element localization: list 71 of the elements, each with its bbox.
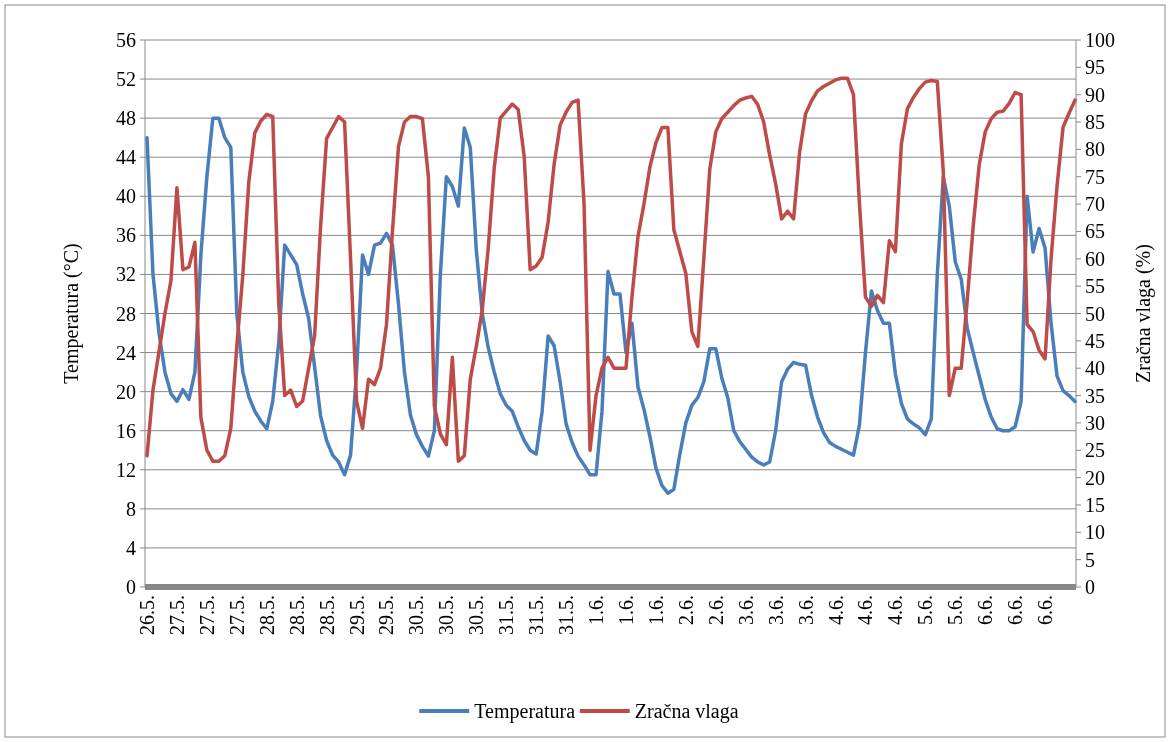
y2-tick-label: 70 xyxy=(1085,193,1105,216)
x-tick-label: 28.5. xyxy=(285,595,308,635)
y-tick-label: 0 xyxy=(126,576,136,598)
x-tick-label: 28.5. xyxy=(315,595,338,635)
x-tick-label: 4.6. xyxy=(854,595,877,625)
y2-tick-label: 55 xyxy=(1085,275,1105,298)
y2-tick-label: 95 xyxy=(1085,56,1105,79)
y2-tick-label: 85 xyxy=(1085,111,1105,134)
y-tick-label: 24 xyxy=(116,341,136,364)
y2-tick-label: 65 xyxy=(1085,220,1105,243)
x-tick-label: 27.5. xyxy=(225,595,248,635)
y2-tick-label: 35 xyxy=(1085,384,1105,407)
y-axis-title: Temperatura (°C) xyxy=(60,243,83,384)
y2-tick-label: 30 xyxy=(1085,411,1105,434)
y-tick-label: 40 xyxy=(116,185,136,208)
y-tick-label: 4 xyxy=(126,536,136,559)
y2-tick-label: 20 xyxy=(1085,466,1105,489)
x-tick-label: 1.6. xyxy=(585,595,608,625)
y2-tick-label: 100 xyxy=(1085,29,1115,51)
x-tick-label: 27.5. xyxy=(195,595,218,635)
y2-tick-label: 80 xyxy=(1085,138,1105,161)
y-tick-label: 8 xyxy=(126,497,136,520)
x-tick-label: 1.6. xyxy=(644,595,667,625)
legend-label: Temperatura xyxy=(474,700,576,723)
y-tick-label: 28 xyxy=(116,302,136,325)
x-tick-label: 6.6. xyxy=(1034,595,1057,625)
x-tick-label: 3.6. xyxy=(764,595,787,625)
x-tick-label: 5.6. xyxy=(944,595,967,625)
x-tick-label: 30.5. xyxy=(435,595,458,635)
x-tick-label: 2.6. xyxy=(704,595,727,625)
x-tick-label: 30.5. xyxy=(465,595,488,635)
x-tick-label: 29.5. xyxy=(345,595,368,635)
y2-tick-label: 60 xyxy=(1085,247,1105,270)
y-tick-label: 12 xyxy=(116,458,136,481)
x-tick-label: 28.5. xyxy=(255,595,278,635)
y2-tick-label: 10 xyxy=(1085,521,1105,544)
y2-tick-label: 25 xyxy=(1085,439,1105,462)
x-tick-label: 31.5. xyxy=(495,595,518,635)
y2-tick-label: 50 xyxy=(1085,302,1105,325)
y2-axis-title: Zračna vlaga (%) xyxy=(1132,244,1155,383)
y-tick-label: 20 xyxy=(116,380,136,403)
y2-tick-label: 90 xyxy=(1085,83,1105,106)
y-tick-label: 56 xyxy=(116,29,136,51)
y2-tick-label: 0 xyxy=(1085,576,1095,598)
x-tick-label: 27.5. xyxy=(165,595,188,635)
x-tick-label: 2.6. xyxy=(674,595,697,625)
legend-label: Zračna vlaga xyxy=(634,700,739,723)
x-tick-label: 3.6. xyxy=(734,595,757,625)
x-tick-label: 6.6. xyxy=(974,595,997,625)
x-tick-label: 3.6. xyxy=(794,595,817,625)
y2-tick-label: 75 xyxy=(1085,165,1105,188)
x-tick-label: 4.6. xyxy=(884,595,907,625)
y-tick-label: 32 xyxy=(116,263,136,286)
x-tick-label: 1.6. xyxy=(614,595,637,625)
y-tick-label: 48 xyxy=(116,107,136,130)
x-tick-label: 30.5. xyxy=(405,595,428,635)
y2-tick-label: 45 xyxy=(1085,329,1105,352)
x-tick-label: 4.6. xyxy=(824,595,847,625)
y2-tick-label: 5 xyxy=(1085,548,1095,571)
x-tick-label: 31.5. xyxy=(555,595,578,635)
y-tick-label: 36 xyxy=(116,224,136,247)
x-tick-label: 29.5. xyxy=(375,595,398,635)
x-tick-label: 5.6. xyxy=(914,595,937,625)
x-tick-label: 31.5. xyxy=(525,595,548,635)
y2-tick-label: 40 xyxy=(1085,357,1105,380)
x-tick-label: 26.5. xyxy=(136,595,158,635)
y-tick-label: 52 xyxy=(116,68,136,91)
y-tick-label: 44 xyxy=(116,146,136,169)
x-tick-label: 6.6. xyxy=(1004,595,1027,625)
y-tick-label: 16 xyxy=(116,419,136,442)
y2-tick-label: 15 xyxy=(1085,493,1105,516)
